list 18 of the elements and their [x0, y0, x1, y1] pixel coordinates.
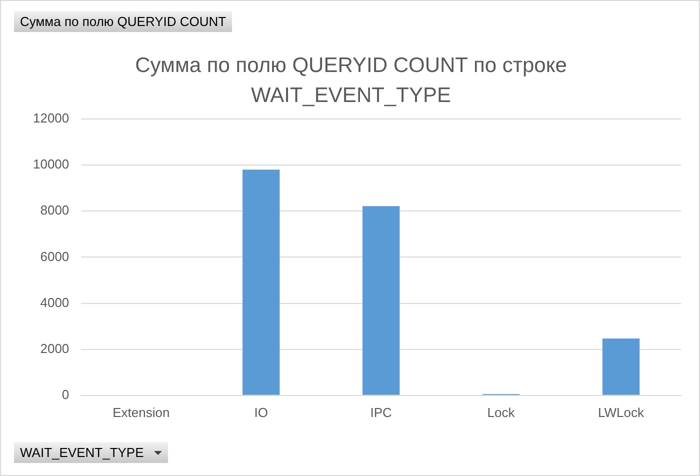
y-tick-label: 4000 — [40, 294, 70, 310]
text: Сумма по полю QUERYID COUNT — [14, 11, 232, 32]
y-tick-label: 6000 — [40, 248, 70, 264]
y-tick-label: 0 — [62, 386, 70, 402]
bar — [242, 170, 280, 395]
x-tick-label: LWLock — [598, 404, 645, 420]
y-tick-label: 8000 — [40, 202, 70, 218]
x-tick-label: Lock — [487, 404, 516, 420]
x-tick-label: IO — [254, 404, 268, 420]
y-tick-label: 12000 — [32, 110, 70, 126]
bar — [362, 206, 400, 395]
text: WAIT_EVENT_TYPE — [20, 445, 144, 460]
x-tick-label: IPC — [370, 404, 392, 420]
bar — [602, 338, 640, 395]
y-tick-label: 2000 — [40, 340, 70, 356]
chart-title: Сумма по полю QUERYID COUNT по строке WAIT_EVENT_TYPE — [134, 53, 568, 109]
y-tick-label: 10000 — [32, 156, 70, 172]
x-tick-label: Extension — [112, 404, 170, 420]
